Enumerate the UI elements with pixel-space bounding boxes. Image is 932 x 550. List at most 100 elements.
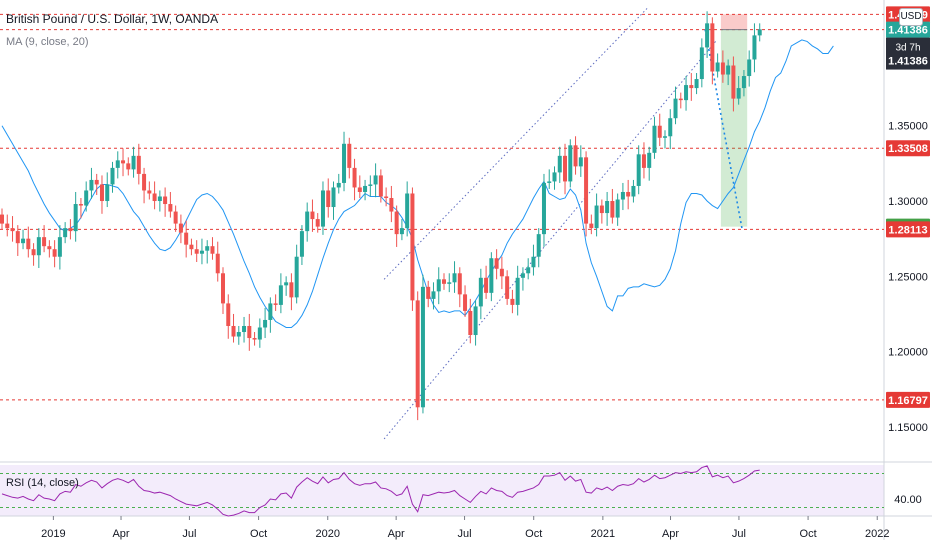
ma-legend[interactable]: MA (9, close, 20) — [6, 36, 89, 48]
candle-body — [31, 249, 36, 256]
candle-body — [578, 157, 583, 167]
candle-body — [247, 325, 252, 339]
candle-body — [699, 47, 704, 80]
x-tick-label: 2019 — [41, 528, 65, 540]
candle-body — [10, 228, 15, 232]
current-price-box: 3d 7h 1.41386 — [886, 37, 930, 70]
candle-body — [505, 276, 510, 299]
candle-body — [284, 282, 289, 286]
x-tick-label: 2022 — [865, 528, 889, 540]
candle-body — [52, 249, 57, 257]
candle-body — [584, 157, 589, 224]
candle-body — [594, 205, 599, 229]
candle-body — [494, 258, 499, 269]
candle-body — [168, 204, 173, 212]
candle-body — [589, 223, 594, 229]
candle-body — [384, 196, 389, 199]
candle-body — [731, 65, 736, 99]
x-tick-label: Apr — [112, 528, 129, 540]
candle-body — [210, 246, 215, 254]
candle-body — [610, 201, 615, 218]
countdown-box — [886, 37, 930, 70]
candle-body — [15, 231, 20, 244]
candle-body — [142, 173, 147, 191]
chart-title: British Pound / U.S. Dollar, 1W, OANDA — [6, 12, 219, 26]
candle-body — [84, 190, 89, 206]
candle-body — [352, 167, 357, 188]
forecast-path — [704, 29, 743, 229]
candle-body — [110, 167, 115, 185]
candle-body — [257, 327, 262, 340]
candle-body — [626, 191, 631, 197]
candle-body — [673, 98, 678, 119]
price-label-text: 1.16797 — [888, 395, 928, 407]
y-tick-label: 1.35000 — [888, 121, 928, 133]
candle-body — [115, 160, 120, 168]
candle-body — [736, 88, 741, 99]
x-tick-label: Oct — [525, 528, 542, 540]
candle-body — [331, 187, 336, 208]
candle-body — [0, 214, 4, 224]
candle-body — [526, 267, 531, 274]
candle-body — [399, 228, 404, 235]
candle-body — [189, 244, 194, 250]
stop-zone — [720, 14, 748, 30]
candle-body — [636, 154, 641, 186]
candle-body — [315, 219, 320, 227]
candle-body — [405, 193, 410, 229]
candle-body — [757, 29, 762, 36]
candle-body — [42, 237, 47, 247]
candle-body — [452, 273, 457, 283]
candle-body — [373, 175, 378, 185]
currency-button[interactable]: USD — [899, 8, 923, 26]
y-tick-label: 1.20000 — [888, 347, 928, 359]
candle-body — [252, 338, 257, 340]
candle-body — [568, 145, 573, 182]
price-label-5: 1.16797 — [886, 391, 930, 408]
candle-body — [121, 160, 126, 164]
candle-body — [705, 23, 710, 48]
candle-body — [294, 256, 299, 298]
candle-body — [389, 198, 394, 212]
candle-body — [605, 201, 610, 214]
candle-body — [363, 185, 368, 192]
candle-body — [531, 256, 536, 268]
candle-body — [547, 181, 552, 183]
candle-body — [684, 85, 689, 101]
rsi-legend[interactable]: RSI (14, close) — [6, 477, 79, 489]
candle-body — [647, 152, 652, 168]
target-zone — [720, 29, 748, 227]
y-tick-label: 1.15000 — [888, 422, 928, 434]
countdown-text: 3d 7h — [895, 43, 920, 54]
candle-body — [342, 143, 347, 183]
horizontal-levels[interactable] — [0, 13, 884, 401]
candle-body — [157, 196, 162, 202]
candle-body — [163, 196, 168, 205]
ma-line — [1, 39, 834, 328]
x-tick-label: Apr — [662, 528, 679, 540]
candle-body — [368, 184, 373, 186]
candle-body — [289, 282, 294, 298]
price-label-2: 1.33508 — [886, 140, 930, 157]
candle-body — [26, 238, 31, 250]
candles — [0, 11, 762, 421]
candle-body — [426, 286, 431, 299]
candle-body — [36, 237, 41, 256]
y-tick-label: 1.30000 — [888, 196, 928, 208]
candle-body — [236, 332, 241, 337]
projection-drawings[interactable] — [383, 7, 748, 440]
candle-body — [221, 273, 225, 304]
candle-body — [652, 125, 657, 153]
candle-body — [557, 155, 562, 173]
moving-average — [1, 39, 834, 328]
candle-body — [447, 282, 452, 284]
candle-body — [299, 231, 304, 257]
candle-body — [231, 325, 236, 337]
axes: 2019 Apr Jul Oct 2020 Apr Jul Oct 2021 Apr Jul Oct 2… — [41, 121, 928, 540]
candle-body — [663, 136, 667, 138]
candle-body — [678, 98, 683, 101]
candle-body — [436, 279, 441, 292]
candle-body — [599, 205, 604, 214]
